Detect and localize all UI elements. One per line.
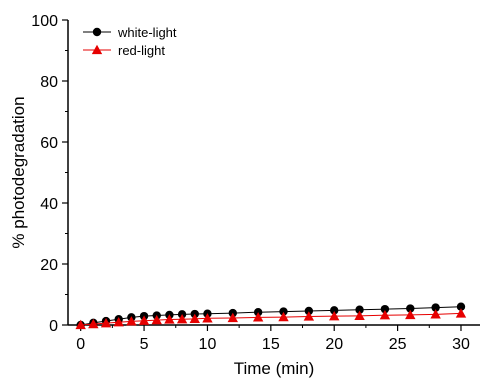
data-point bbox=[330, 306, 339, 315]
x-tick-label: 20 bbox=[325, 336, 343, 353]
legend-label: red-light bbox=[118, 43, 165, 58]
data-point bbox=[88, 318, 99, 329]
data-point bbox=[456, 302, 466, 311]
legend: white-light red-light bbox=[83, 25, 177, 58]
y-tick-label: 20 bbox=[40, 257, 58, 274]
x-tick-label: 0 bbox=[76, 336, 85, 353]
data-point bbox=[406, 304, 415, 313]
data-point bbox=[354, 310, 365, 321]
data-point bbox=[380, 304, 390, 314]
y-tick-label: 100 bbox=[31, 13, 58, 30]
x-tick-label: 30 bbox=[452, 336, 470, 353]
series-red-light bbox=[75, 308, 467, 330]
data-point bbox=[430, 309, 441, 319]
y-tick-label: 40 bbox=[40, 196, 58, 213]
y-tick-label: 80 bbox=[40, 74, 58, 91]
data-point bbox=[176, 314, 188, 324]
data-point bbox=[304, 306, 314, 316]
axes bbox=[67, 20, 480, 326]
data-point bbox=[252, 312, 264, 322]
data-point bbox=[279, 307, 288, 316]
data-point bbox=[278, 311, 289, 322]
legend-marker bbox=[92, 27, 102, 37]
y-tick-label: 0 bbox=[49, 318, 58, 335]
y-tick-label: 60 bbox=[40, 135, 58, 152]
x-tick-label: 10 bbox=[199, 336, 217, 353]
data-point bbox=[202, 313, 213, 323]
y-axis-title: % photodegradation bbox=[9, 96, 28, 248]
data-point bbox=[329, 310, 340, 321]
data-point bbox=[355, 305, 364, 314]
data-point bbox=[100, 317, 112, 328]
data-point bbox=[138, 315, 150, 325]
x-tick-label: 15 bbox=[262, 336, 280, 353]
legend-label: white-light bbox=[117, 25, 177, 40]
x-tick-label: 5 bbox=[140, 336, 149, 353]
data-point bbox=[455, 308, 467, 318]
x-axis-title: Time (min) bbox=[234, 359, 315, 378]
data-point bbox=[151, 314, 162, 325]
data-point bbox=[189, 313, 200, 324]
data-point bbox=[379, 310, 391, 320]
legend-marker bbox=[91, 44, 103, 55]
data-point bbox=[405, 309, 416, 320]
data-point bbox=[113, 317, 124, 327]
series-line bbox=[80, 312, 462, 326]
ticks: 0 5 10 15 20 25 30 0 20 40 60 80 100 bbox=[31, 13, 470, 353]
data-point bbox=[126, 316, 137, 326]
series-layer bbox=[75, 302, 467, 330]
x-tick-label: 25 bbox=[389, 336, 407, 353]
data-point bbox=[431, 303, 440, 312]
data-point bbox=[75, 319, 86, 330]
data-point bbox=[164, 314, 175, 324]
data-point bbox=[303, 311, 315, 321]
data-point bbox=[227, 312, 238, 323]
series-line bbox=[80, 306, 462, 326]
